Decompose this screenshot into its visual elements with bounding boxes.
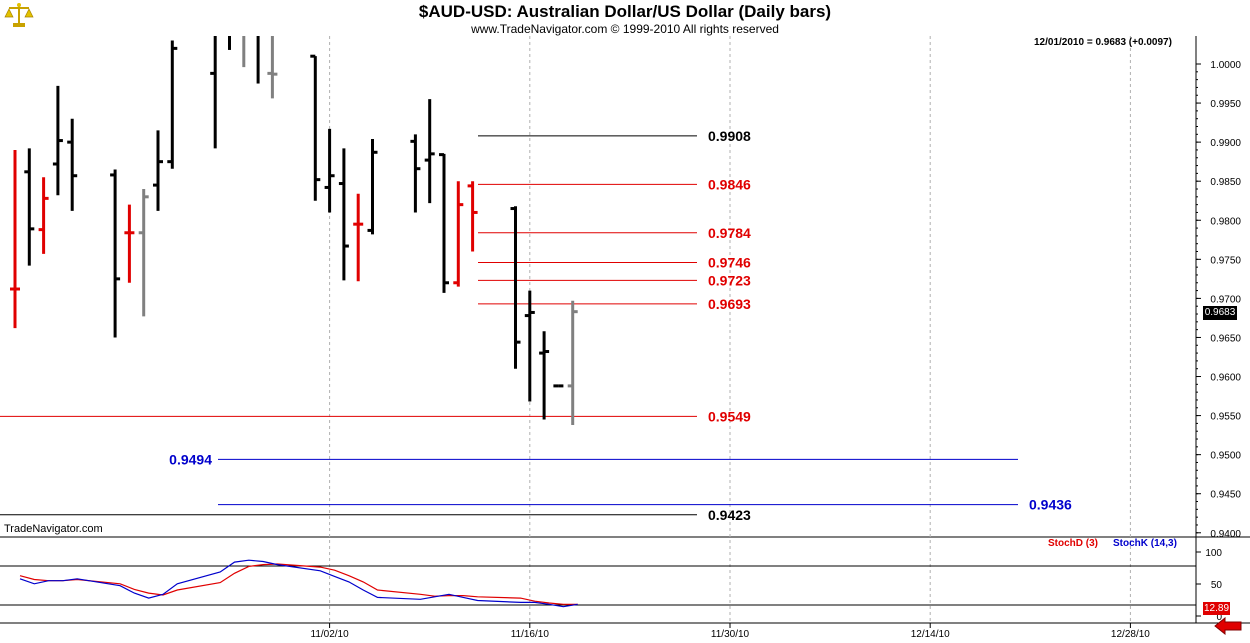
ohlc-bar — [24, 148, 35, 266]
price-tick-label: 0.9800 — [1210, 216, 1241, 227]
ohlc-bar — [124, 204, 135, 283]
ohlc-bar — [410, 134, 421, 213]
chart-title: $AUD-USD: Australian Dollar/US Dollar (D… — [418, 2, 832, 21]
stoch-d-legend: StochD (3) — [1048, 538, 1098, 549]
ohlc-bar — [567, 300, 578, 425]
ohlc-bar — [353, 193, 364, 282]
stoch-k-legend: StochK (14,3) — [1113, 538, 1177, 549]
level-label: 0.9693 — [708, 296, 751, 312]
stoch-value-tag: 12.89 — [1203, 602, 1230, 615]
watermark-label: TradeNavigator.com — [4, 523, 103, 535]
level-label: 0.9746 — [708, 254, 751, 270]
level-label: 0.9846 — [708, 176, 751, 192]
level-lines: 0.9908 0.9846 0.9784 0.9746 0.9723 0.9693 0.95… — [0, 128, 1072, 523]
price-tick-label: 0.9850 — [1210, 177, 1241, 188]
date-axis: 11/02/10 11/16/10 11/30/10 12/14/10 12/28/10 — [311, 623, 1150, 640]
date-tick-label: 12/28/10 — [1111, 629, 1150, 640]
date-tick-label: 11/30/10 — [711, 629, 750, 640]
scale-balance-icon — [4, 2, 34, 30]
ohlc-bar — [524, 290, 535, 402]
ohlc-bar — [324, 128, 335, 213]
price-tick-label: 0.9750 — [1210, 255, 1241, 266]
date-tick-label: 11/02/10 — [311, 629, 350, 640]
ohlc-bar — [153, 130, 163, 211]
ohlc-bar — [110, 169, 121, 338]
stoch-line — [19, 559, 578, 608]
ohlc-bar — [510, 206, 521, 369]
ohlc-bar — [453, 181, 464, 287]
price-tick-label: 0.9700 — [1210, 294, 1241, 305]
ohlc-bar — [210, 36, 217, 149]
ohlc-bar — [338, 148, 349, 281]
level-label: 0.9549 — [708, 408, 751, 424]
price-tick-label: 1.0000 — [1210, 60, 1241, 71]
grid — [0, 36, 1250, 624]
stoch-tick-label: 0 — [1216, 612, 1222, 623]
left-arrow-icon[interactable] — [1214, 616, 1242, 636]
last-price-info: 12/01/2010 = 0.9683 (+0.0097) — [1034, 37, 1172, 48]
price-tick-label: 0.9400 — [1210, 529, 1241, 540]
ohlc-bar — [267, 36, 278, 99]
copyright-subtitle: www.TradeNavigator.com © 1999-2010 All r… — [471, 22, 779, 36]
stoch-line — [19, 563, 578, 605]
ohlc-bar — [439, 153, 449, 293]
level-label: 0.9908 — [708, 128, 751, 144]
last-price-tag: 0.9683 — [1203, 306, 1237, 320]
ohlc-bar — [539, 331, 550, 420]
ohlc-bar — [10, 149, 20, 329]
level-label: 0.9784 — [708, 225, 751, 241]
price-tick-label: 0.9900 — [1210, 138, 1241, 149]
price-tick-label: 0.9650 — [1210, 333, 1241, 344]
price-tick-label: 0.9450 — [1210, 490, 1241, 501]
date-tick-label: 11/16/10 — [511, 629, 550, 640]
ohlc-bar — [310, 54, 321, 201]
price-tick-label: 0.9500 — [1210, 451, 1241, 462]
level-label: 0.9436 — [1029, 497, 1072, 513]
ohlc-bar — [367, 139, 378, 235]
ohlc-bar — [52, 85, 63, 196]
price-tick-label: 0.9950 — [1210, 99, 1241, 110]
price-tick-label: 0.9600 — [1210, 373, 1241, 384]
level-label: 0.9423 — [708, 507, 751, 523]
stochastic-panel: 100 50 0 — [0, 548, 1222, 623]
ohlc-bar — [38, 177, 49, 254]
date-tick-label: 12/14/10 — [911, 629, 950, 640]
ohlc-bar — [424, 99, 435, 204]
level-label: 0.9723 — [708, 272, 751, 288]
ohlc-bar — [167, 40, 178, 169]
stoch-tick-label: 100 — [1205, 548, 1222, 559]
ohlc-bar — [67, 118, 78, 211]
price-tick-label: 0.9550 — [1210, 412, 1241, 423]
price-axis: 1.0000 0.9950 0.9900 0.9850 0.9800 0.9750 0.97… — [1196, 60, 1241, 540]
level-label: 0.9494 — [169, 451, 212, 467]
ohlc-bars — [10, 36, 578, 425]
ohlc-bar — [138, 189, 149, 317]
ohlc-bar — [467, 181, 478, 252]
stoch-tick-label: 50 — [1211, 580, 1223, 591]
